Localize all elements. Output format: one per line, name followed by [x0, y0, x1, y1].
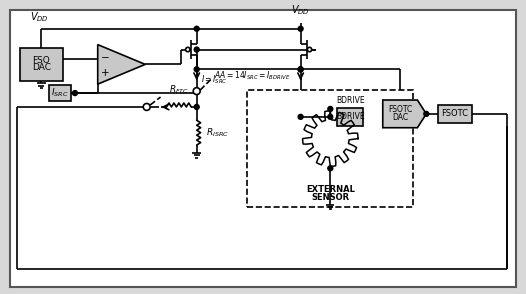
Circle shape — [186, 47, 190, 52]
Circle shape — [328, 106, 333, 111]
Text: $-$: $-$ — [100, 51, 109, 61]
Text: FSO: FSO — [33, 56, 50, 66]
Circle shape — [194, 47, 199, 52]
Text: BDRIVE: BDRIVE — [336, 96, 365, 105]
Circle shape — [194, 104, 199, 109]
Polygon shape — [383, 100, 426, 128]
Text: $I = I_{SRC}$: $I = I_{SRC}$ — [200, 74, 227, 86]
Circle shape — [73, 91, 77, 96]
Text: FSOTC: FSOTC — [441, 109, 469, 118]
Polygon shape — [98, 45, 145, 84]
Circle shape — [307, 47, 312, 52]
Circle shape — [194, 67, 199, 72]
Circle shape — [328, 166, 333, 171]
Text: $R_{ISRC}$: $R_{ISRC}$ — [206, 126, 228, 139]
Text: DAC: DAC — [32, 63, 51, 72]
Circle shape — [424, 111, 429, 116]
Text: DAC: DAC — [392, 113, 408, 122]
Circle shape — [298, 26, 303, 31]
Text: $R_{FTC}$: $R_{FTC}$ — [169, 83, 189, 96]
Text: $+$: $+$ — [100, 67, 109, 78]
Text: BDRIVE: BDRIVE — [336, 112, 365, 121]
Text: $I_{SRC}$: $I_{SRC}$ — [52, 87, 69, 99]
Circle shape — [328, 114, 333, 119]
Bar — [337, 108, 363, 126]
Text: $V_{DD}$: $V_{DD}$ — [291, 3, 310, 17]
Bar — [438, 105, 472, 123]
Circle shape — [143, 103, 150, 111]
Bar — [19, 48, 63, 81]
Text: $AA = 14I_{SRC} = I_{BDRIVE}$: $AA = 14I_{SRC} = I_{BDRIVE}$ — [214, 69, 290, 81]
Circle shape — [298, 114, 303, 119]
Text: EXTERNAL: EXTERNAL — [306, 185, 355, 193]
Text: SENSOR: SENSOR — [311, 193, 349, 201]
Circle shape — [298, 67, 303, 72]
Text: $V_{DD}$: $V_{DD}$ — [30, 10, 49, 24]
Text: FSOTC: FSOTC — [388, 106, 412, 114]
Circle shape — [194, 26, 199, 31]
Bar — [49, 85, 71, 101]
Bar — [247, 90, 413, 207]
Circle shape — [193, 88, 200, 95]
Circle shape — [298, 67, 303, 72]
